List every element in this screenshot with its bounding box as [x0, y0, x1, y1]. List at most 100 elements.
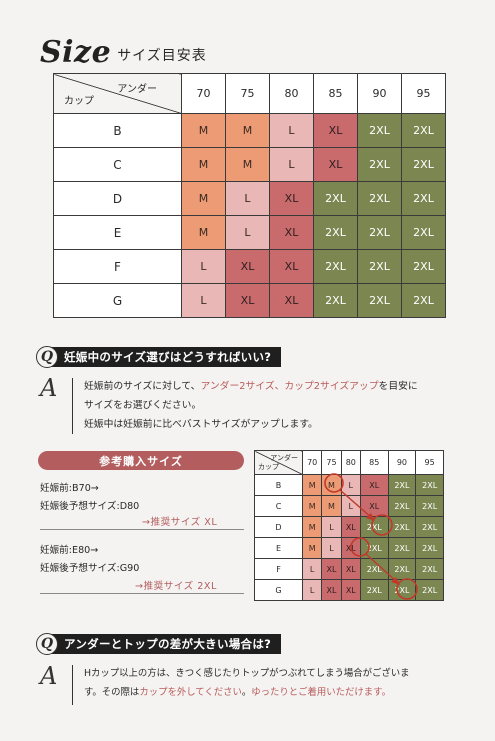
- example-under-70: 70: [301, 450, 323, 475]
- size-cell: 2XL: [357, 113, 402, 148]
- example1-before: 妊娠前:B70→: [40, 483, 99, 494]
- size-cell: XL: [269, 181, 314, 216]
- size-cell: 2XL: [401, 181, 446, 216]
- example-size-cell: 2XL: [359, 516, 389, 538]
- example-table-header-row: アンダー カップ 70 75 80 85 90 95: [254, 450, 444, 475]
- under-label: アンダー: [117, 84, 157, 95]
- example-size-cell: 2XL: [415, 558, 444, 580]
- example-size-cell: L: [301, 579, 323, 601]
- cup-label-cell: C: [53, 147, 182, 182]
- cup-label-cell: G: [53, 283, 182, 318]
- size-cell: M: [181, 215, 226, 250]
- size-cell: M: [181, 113, 226, 148]
- size-cell: XL: [225, 249, 270, 284]
- q1-answer-line1: 妊娠前のサイズに対して、アンダー2サイズ、カップ2サイズアップを目安に: [84, 381, 418, 392]
- example-size-cell: 2XL: [387, 537, 417, 559]
- table-row: E M L XL 2XL 2XL 2XL: [53, 215, 446, 250]
- example-size-cell: 2XL: [387, 579, 417, 601]
- under-header-70: 70: [181, 73, 226, 114]
- example-size-cell: XL: [340, 558, 361, 580]
- q2-title: アンダーとトップの差が大きい場合は?: [48, 634, 282, 654]
- q2-answer: Hカップ以上の方は、きつく感じたりトップがつぶれてしまう場合がございま す。その…: [84, 664, 410, 702]
- example-size-cell: XL: [359, 474, 389, 496]
- q1-header: Q 妊娠中のサイズ選びはどうすればいい?: [36, 346, 282, 368]
- size-cell: XL: [313, 147, 358, 182]
- table-row: B M M L XL 2XL 2XL: [53, 113, 446, 148]
- example-size-cell: 2XL: [415, 537, 444, 559]
- example-size-cell: 2XL: [415, 516, 444, 538]
- example-under-85: 85: [359, 450, 389, 475]
- size-cell: 2XL: [401, 147, 446, 182]
- size-cell: 2XL: [357, 249, 402, 284]
- example1-after: 妊娠後予想サイズ:D80: [40, 501, 140, 512]
- size-cell: 2XL: [357, 147, 402, 182]
- example2-before: 妊娠前:E80→: [40, 545, 99, 556]
- size-cell: XL: [313, 113, 358, 148]
- example-cup-label-cell: G: [254, 579, 303, 601]
- example-size-cell: 2XL: [387, 516, 417, 538]
- size-cell: 2XL: [313, 283, 358, 318]
- example-size-cell: M: [301, 516, 323, 538]
- size-chart-table: アンダー カップ 70 75 80 85 90 95 B M M L XL 2XL 2XL C…: [53, 73, 446, 318]
- title-script: Size: [40, 35, 112, 70]
- size-cell: L: [181, 249, 226, 284]
- table-row: G L XL XL 2XL 2XL 2XL: [53, 283, 446, 318]
- example2-after: 妊娠後予想サイズ:G90: [40, 563, 140, 574]
- size-cell: 2XL: [401, 249, 446, 284]
- q2-header: Q アンダーとトップの差が大きい場合は?: [36, 633, 282, 655]
- q1-answer-line2: サイズをお選びください。: [84, 400, 202, 411]
- size-cell: L: [181, 283, 226, 318]
- example-size-cell: 2XL: [359, 579, 389, 601]
- cup-label-cell: D: [53, 181, 182, 216]
- title-subtitle: サイズ目安表: [117, 48, 207, 64]
- example-cup-label-cell: E: [254, 537, 303, 559]
- example-size-cell: M: [301, 495, 323, 517]
- example-size-cell: L: [340, 474, 361, 496]
- example-title-pill: 参考購入サイズ: [38, 451, 244, 470]
- q1-answer-line3: 妊娠中は妊娠前に比べバストサイズがアップします。: [84, 419, 318, 430]
- example-size-cell: M: [301, 537, 323, 559]
- size-cell: XL: [269, 249, 314, 284]
- size-cell: 2XL: [357, 215, 402, 250]
- size-cell: 2XL: [401, 215, 446, 250]
- example-size-table: アンダー カップ 70 75 80 85 90 95 B M M L XL 2XL 2XL C…: [254, 450, 444, 601]
- answer-mark-icon: A: [40, 374, 58, 402]
- example-size-cell: 2XL: [387, 558, 417, 580]
- table-row: D M L XL 2XL 2XL 2XL: [53, 181, 446, 216]
- example-under-95: 95: [415, 450, 444, 475]
- example-cup-label-cell: C: [254, 495, 303, 517]
- size-cell: L: [225, 181, 270, 216]
- example-size-cell: XL: [321, 558, 342, 580]
- q1-answer: 妊娠前のサイズに対して、アンダー2サイズ、カップ2サイズアップを目安に サイズを…: [84, 377, 418, 434]
- q2-answer-line1: Hカップ以上の方は、きつく感じたりトップがつぶれてしまう場合がございま: [84, 668, 410, 679]
- table-header-row: アンダー カップ 70 75 80 85 90 95: [53, 73, 446, 114]
- example-size-cell: L: [301, 558, 323, 580]
- example-size-cell: M: [321, 474, 342, 496]
- size-cell: L: [269, 113, 314, 148]
- under-header-90: 90: [357, 73, 402, 114]
- size-cell: 2XL: [357, 283, 402, 318]
- example-under-label: アンダー: [270, 454, 298, 462]
- example-cup-label: カップ: [258, 463, 279, 471]
- example-size-cell: L: [340, 495, 361, 517]
- example-size-cell: XL: [340, 537, 361, 559]
- table-row: C M M L XL 2XL 2XL: [53, 147, 446, 182]
- size-cell: 2XL: [313, 215, 358, 250]
- cup-label-cell: F: [53, 249, 182, 284]
- cup-label-cell: B: [53, 113, 182, 148]
- example-size-cell: M: [301, 474, 323, 496]
- q2-answer-line2: す。その際はカップを外してください。ゆったりとご着用いただけます。: [84, 687, 391, 698]
- size-cell: M: [181, 181, 226, 216]
- example-table-row: G L XL XL 2XL 2XL 2XL: [254, 579, 444, 601]
- page-title: Size サイズ目安表: [40, 30, 207, 70]
- example-size-cell: M: [321, 495, 342, 517]
- example-size-cell: 2XL: [415, 474, 444, 496]
- header-corner-cell: アンダー カップ: [53, 73, 182, 114]
- example-under-75: 75: [321, 450, 342, 475]
- example-under-80: 80: [340, 450, 361, 475]
- example2-recommend: →推奨サイズ 2XL: [135, 581, 217, 592]
- example-size-cell: 2XL: [387, 495, 417, 517]
- size-cell: XL: [269, 283, 314, 318]
- example-divider-bottom: [40, 593, 244, 594]
- example-divider: [40, 529, 244, 530]
